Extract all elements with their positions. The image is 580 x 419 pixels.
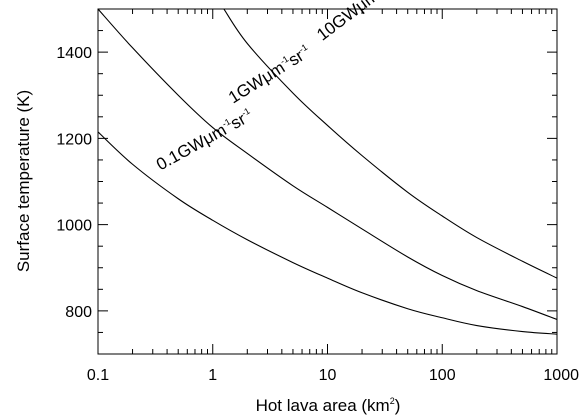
y-tick-label: 1200 [56, 131, 92, 148]
y-tick-label: 800 [65, 304, 92, 321]
y-tick-label: 1000 [56, 218, 92, 235]
x-tick-label: 1 [208, 367, 217, 384]
curve-label-series-2: 10GWμm-1sr-1 [313, 0, 406, 44]
x-axis-label: Hot lava area (km2) [256, 396, 401, 415]
x-tick-label: 1000 [543, 367, 579, 384]
y-axis-ticks: 800 1000 1200 1400 [56, 30, 557, 333]
plot-frame [97, 8, 558, 355]
x-tick-label: 0.1 [87, 367, 109, 384]
curve-label-series-1: 1GWμm-1sr-1 [225, 42, 314, 107]
y-tick-label: 1400 [56, 45, 92, 62]
curve-series-1 [98, 9, 557, 321]
x-tick-label: 100 [429, 367, 456, 384]
x-tick-label: 10 [319, 367, 337, 384]
curves [98, 9, 557, 335]
y-axis-label: Surface temperature (K) [14, 90, 33, 272]
x-axis-ticks: 0.1 1 10 100 1000 [87, 9, 579, 384]
curve-series-0 [98, 131, 557, 335]
curve-series-2 [223, 9, 557, 279]
curve-label-series-0: 0.1GWμm-1sr-1 [153, 106, 256, 175]
